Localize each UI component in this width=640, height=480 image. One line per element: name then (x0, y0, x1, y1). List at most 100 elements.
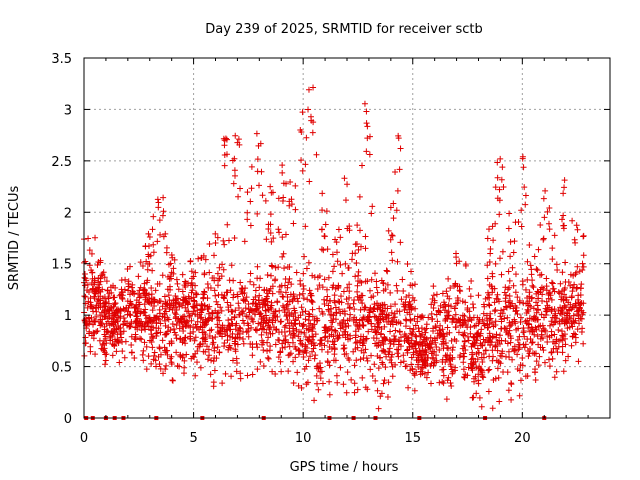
data-point (292, 309, 299, 316)
data-point (521, 344, 528, 351)
data-point (247, 340, 254, 347)
data-point (524, 306, 531, 313)
data-point (168, 361, 175, 368)
data-point (239, 317, 246, 324)
data-point (464, 304, 471, 311)
data-point (501, 289, 508, 296)
data-point (247, 270, 254, 277)
data-point (210, 339, 217, 346)
data-point (298, 329, 305, 336)
data-point (141, 339, 148, 346)
data-point (269, 317, 276, 324)
data-point (314, 274, 321, 281)
data-point (297, 312, 304, 319)
data-point (248, 324, 255, 331)
data-point (516, 341, 523, 348)
data-point (88, 314, 95, 321)
data-point (84, 287, 91, 294)
data-point (309, 348, 316, 355)
data-point (96, 281, 103, 288)
data-point (371, 361, 378, 368)
data-point (241, 238, 248, 245)
data-point (535, 362, 542, 369)
data-point (412, 322, 419, 329)
data-point (543, 275, 550, 282)
y-tick-label: 2 (64, 206, 72, 221)
data-point (485, 388, 492, 395)
data-point (100, 346, 107, 353)
data-point (300, 353, 307, 360)
data-point (108, 304, 115, 311)
data-point (131, 291, 138, 298)
data-point (461, 317, 468, 324)
data-point (562, 294, 569, 301)
data-point (353, 260, 360, 267)
data-point (397, 239, 404, 246)
data-point (467, 293, 474, 300)
data-point (406, 325, 413, 332)
data-point (259, 326, 266, 333)
data-point (485, 339, 492, 346)
y-tick-label: 1.5 (51, 258, 72, 273)
x-tick-label: 0 (80, 431, 88, 446)
data-point (156, 217, 163, 224)
data-point (274, 313, 281, 320)
data-point (351, 306, 358, 313)
data-point (363, 108, 370, 115)
data-point (361, 304, 368, 311)
data-point (226, 277, 233, 284)
data-point (143, 366, 150, 373)
data-point (265, 307, 272, 314)
data-point (316, 360, 323, 367)
data-point (86, 328, 93, 335)
data-point (197, 364, 204, 371)
data-point (206, 269, 213, 276)
data-point (187, 324, 194, 331)
data-point (512, 308, 519, 315)
data-point (374, 289, 381, 296)
data-point (148, 323, 155, 330)
data-point (408, 330, 415, 337)
data-point (388, 232, 395, 239)
data-point (292, 321, 299, 328)
data-point (414, 357, 421, 364)
data-point (290, 220, 297, 227)
data-point (355, 268, 362, 275)
data-point (346, 288, 353, 295)
data-point (531, 350, 538, 357)
data-point (381, 323, 388, 330)
data-point (567, 301, 574, 308)
data-point (192, 269, 199, 276)
data-point (575, 358, 582, 365)
data-point (268, 262, 275, 269)
data-point (445, 374, 452, 381)
data-point (233, 368, 240, 375)
data-point (479, 371, 486, 378)
data-point (190, 328, 197, 335)
data-point (268, 189, 275, 196)
data-point (136, 335, 143, 342)
data-point (496, 298, 503, 305)
data-point (366, 314, 373, 321)
data-point (430, 283, 437, 290)
data-point (486, 302, 493, 309)
data-point (309, 272, 316, 279)
data-point (235, 136, 242, 143)
data-point (162, 230, 169, 237)
data-point (562, 279, 569, 286)
data-point (369, 203, 376, 210)
data-point (279, 198, 286, 205)
data-point (388, 353, 395, 360)
data-point (285, 368, 292, 375)
y-tick-label: 0.5 (51, 361, 72, 376)
data-point (526, 345, 533, 352)
data-point (282, 231, 289, 238)
data-point (214, 329, 221, 336)
data-point (319, 380, 326, 387)
data-point (170, 270, 177, 277)
data-point (485, 301, 492, 308)
data-point (390, 200, 397, 207)
data-point (550, 321, 557, 328)
data-point (279, 344, 286, 351)
data-point (528, 266, 535, 273)
